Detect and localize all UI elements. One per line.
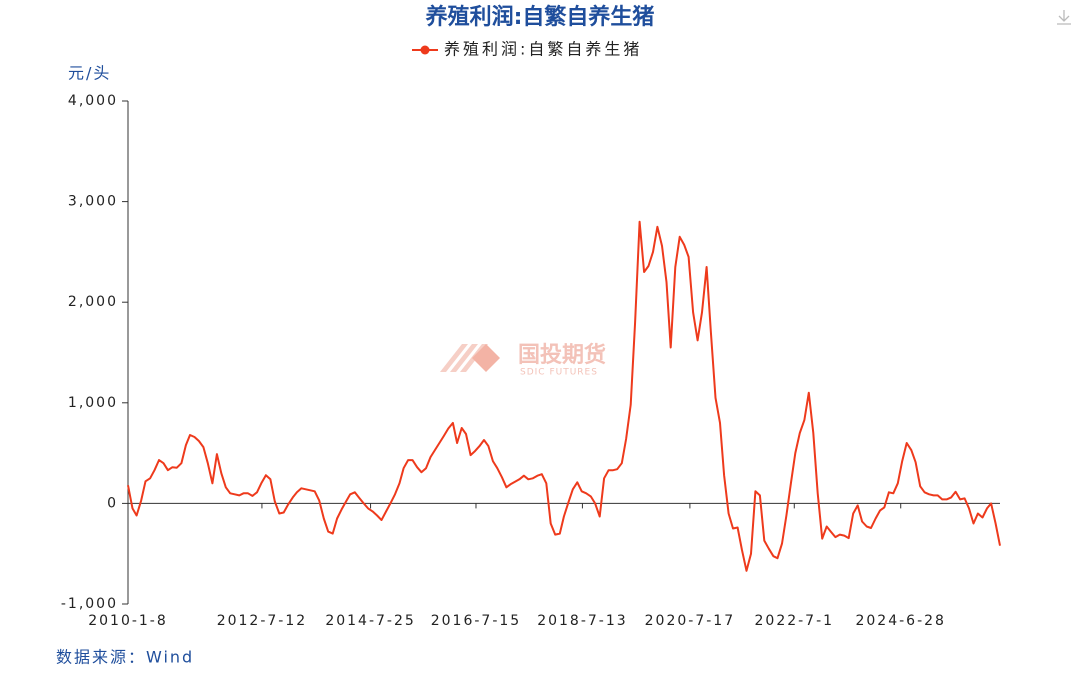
y-tick-label: 4,000: [68, 93, 118, 109]
download-icon[interactable]: [1057, 10, 1071, 25]
x-tick-label: 2010-1-8: [88, 613, 168, 629]
chart-title: 养殖利润:自繁自养生猪: [425, 4, 655, 30]
legend-label: 养殖利润:自繁自养生猪: [444, 40, 642, 59]
x-tick-label: 2018-7-13: [537, 613, 627, 629]
y-tick-label: 0: [107, 495, 118, 511]
x-tick-label: 2014-7-25: [325, 613, 415, 629]
y-tick-label: 2,000: [68, 294, 118, 310]
series-line: [127, 220, 1001, 572]
y-tick-label: 1,000: [68, 395, 118, 411]
watermark: 国投期货 SDIC FUTURES: [440, 342, 606, 378]
x-tick-label: 2020-7-17: [645, 613, 735, 629]
x-tick-label: 2012-7-12: [217, 613, 307, 629]
y-axis-unit: 元/头: [68, 64, 111, 83]
legend-marker: [420, 45, 430, 55]
x-tick-label: 2024-6-28: [855, 613, 945, 629]
watermark-text: 国投期货: [518, 342, 606, 368]
y-tick-label: -1,000: [61, 596, 118, 612]
source: 数据来源：Wind: [56, 648, 194, 667]
x-tick-label: 2022-7-1: [755, 613, 835, 629]
x-tick-label: 2016-7-15: [431, 613, 521, 629]
watermark-subtext: SDIC FUTURES: [520, 368, 598, 378]
y-tick-label: 3,000: [68, 194, 118, 210]
